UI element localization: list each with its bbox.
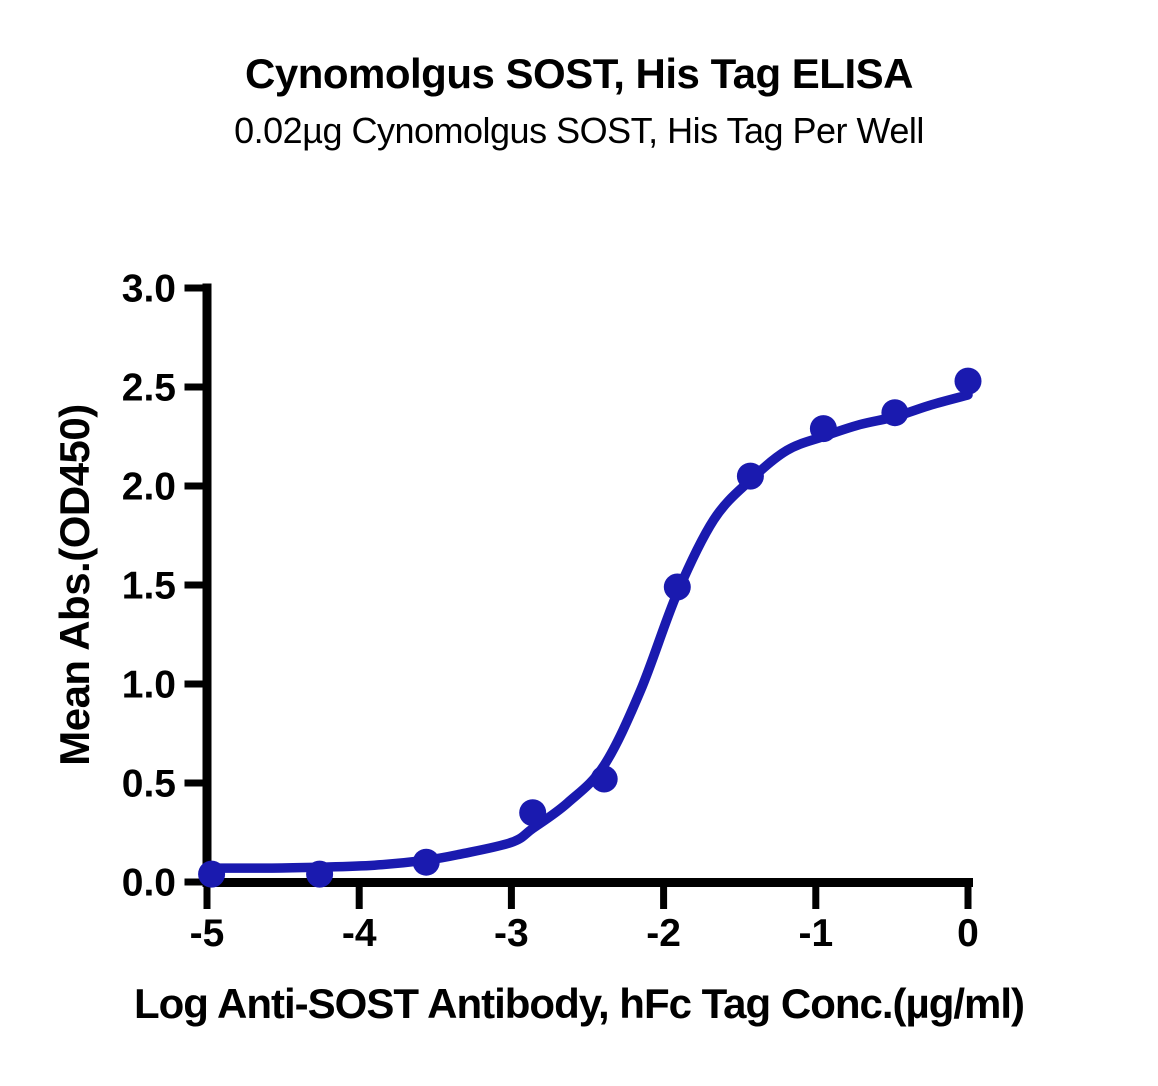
x-tick (660, 887, 668, 909)
y-tick-label: 2.0 (122, 466, 176, 509)
data-point (663, 573, 691, 601)
y-tick (184, 482, 203, 490)
data-point (590, 765, 618, 793)
x-tick (203, 887, 211, 909)
y-tick-label: 0.5 (122, 763, 176, 806)
y-tick-label: 2.5 (122, 367, 176, 410)
data-point (954, 367, 982, 395)
x-tick-label: 0 (957, 912, 979, 955)
x-tick-label: -5 (190, 912, 225, 955)
y-tick (184, 581, 203, 589)
y-tick (184, 680, 203, 688)
x-tick (507, 887, 515, 909)
data-point (519, 799, 547, 827)
fit-curve (202, 390, 973, 873)
x-axis-line (202, 878, 973, 887)
x-tick-label: -3 (494, 912, 529, 955)
chart-subtitle: 0.02µg Cynomolgus SOST, His Tag Per Well (234, 110, 924, 151)
y-tick (184, 878, 203, 886)
y-tick-label: 1.5 (122, 565, 176, 608)
x-tick (355, 887, 363, 909)
data-point (412, 848, 440, 876)
x-tick (812, 887, 820, 909)
x-axis-label: Log Anti-SOST Antibody, hFc Tag Conc.(µg… (133, 980, 1025, 1027)
y-tick-label: 3.0 (122, 268, 176, 311)
chart-title: Cynomolgus SOST, His Tag ELISA (245, 50, 913, 97)
data-point (809, 415, 837, 443)
y-tick (184, 284, 203, 292)
y-tick-label: 1.0 (122, 664, 176, 707)
x-tick-label: -2 (646, 912, 681, 955)
y-tick (184, 779, 203, 787)
y-tick-label: 0.0 (122, 862, 176, 905)
data-point (736, 462, 764, 490)
y-tick (184, 383, 203, 391)
y-axis-line (202, 283, 212, 887)
x-tick-label: -1 (798, 912, 833, 955)
data-point (198, 860, 226, 888)
x-tick-label: -4 (342, 912, 377, 955)
x-tick (964, 887, 972, 909)
data-point (306, 860, 334, 888)
data-point (881, 399, 909, 427)
